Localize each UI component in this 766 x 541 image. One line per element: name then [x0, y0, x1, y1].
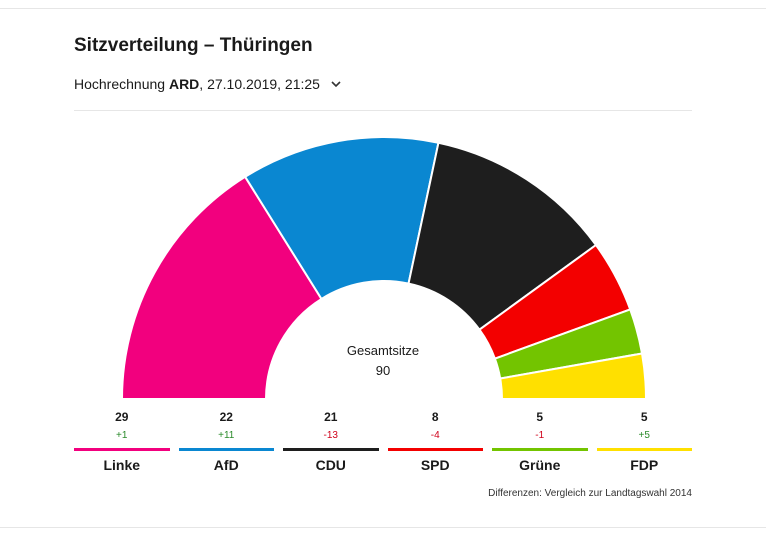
- seat-segment-linke[interactable]: [120, 175, 323, 400]
- legend-color-bar: [387, 448, 483, 451]
- legend-item-afd[interactable]: 22 +11 AfD: [178, 408, 274, 473]
- legend-item-linke[interactable]: 29 +1 Linke: [74, 408, 170, 473]
- legend-color-bar: [178, 448, 274, 451]
- legend-item-grüne[interactable]: 5 -1 Grüne: [492, 408, 588, 473]
- legend-color-bar: [283, 448, 379, 451]
- seat-segment-cdu[interactable]: [407, 141, 598, 332]
- top-divider: [0, 8, 766, 9]
- bottom-divider: [0, 527, 766, 528]
- seat-difference: -13: [323, 430, 338, 441]
- legend-item-cdu[interactable]: 21 -13 CDU: [283, 408, 379, 473]
- projection-selector[interactable]: Hochrechnung ARD, 27.10.2019, 21:25: [74, 76, 342, 92]
- legend-color-bar: [74, 448, 170, 451]
- chevron-down-icon[interactable]: [330, 78, 342, 90]
- total-seats-label: Gesamtsitze: [346, 343, 420, 358]
- party-name: AfD: [213, 457, 239, 473]
- legend-color-bar: [596, 448, 692, 451]
- seat-count: 21: [324, 410, 338, 424]
- projection-source: ARD: [168, 76, 200, 92]
- projection-datetime: , 27.10.2019, 21:25: [199, 76, 320, 92]
- total-seats-value: 90: [375, 363, 391, 378]
- legend-item-fdp[interactable]: 5 +5 FDP: [596, 408, 692, 473]
- party-legend: 29 +1 Linke 22 +11 AfD 21 -13 CDU 8 -4 SPD 5 -1 Grüne 5…: [74, 408, 692, 473]
- seat-difference: +11: [218, 430, 235, 441]
- seat-difference: +5: [638, 430, 650, 441]
- party-name: Linke: [103, 457, 141, 473]
- projection-prefix: Hochrechnung: [74, 76, 169, 92]
- subtitle-divider: [74, 110, 692, 111]
- party-name: Grüne: [519, 457, 561, 473]
- seat-count: 5: [640, 410, 648, 424]
- party-name: CDU: [315, 457, 346, 473]
- page-title: Sitzverteilung – Thüringen: [74, 35, 313, 56]
- legend-item-spd[interactable]: 8 -4 SPD: [387, 408, 483, 473]
- seat-count: 8: [431, 410, 439, 424]
- seat-count: 29: [115, 410, 129, 424]
- seat-difference: -4: [430, 430, 440, 441]
- seat-segment-fdp[interactable]: [499, 352, 648, 400]
- party-name: FDP: [630, 457, 659, 473]
- comparison-note: Differenzen: Vergleich zur Landtagswahl …: [488, 488, 692, 499]
- seat-count: 22: [219, 410, 233, 424]
- party-name: SPD: [420, 457, 450, 473]
- seat-difference: -1: [535, 430, 545, 441]
- seat-difference: +1: [116, 430, 128, 441]
- legend-color-bar: [492, 448, 588, 451]
- seat-count: 5: [536, 410, 544, 424]
